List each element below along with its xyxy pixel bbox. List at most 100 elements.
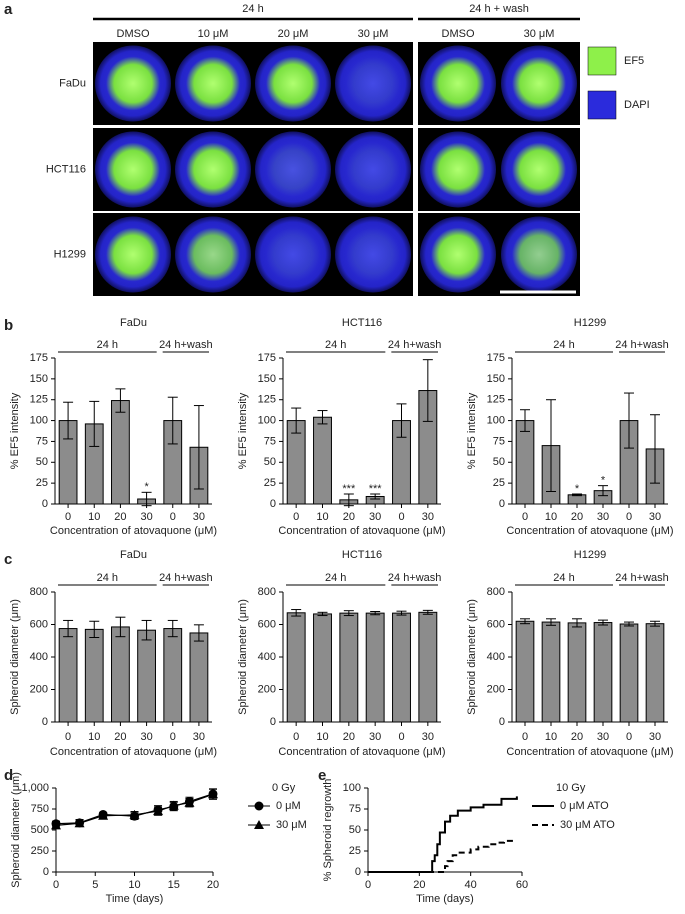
panel-letter: a bbox=[4, 1, 13, 18]
data-point bbox=[74, 818, 85, 828]
x-tick-label: 30 bbox=[422, 731, 434, 743]
bar bbox=[593, 622, 613, 723]
hypoxic-core bbox=[431, 142, 485, 197]
y-axis-label: Spheroid diameter (μm) bbox=[237, 599, 249, 715]
panel-letter: b bbox=[4, 317, 13, 334]
y-tick-label: 175 bbox=[258, 352, 276, 364]
y-tick-label: 600 bbox=[258, 618, 276, 630]
y-tick-label: 200 bbox=[487, 683, 505, 695]
hypoxic-core bbox=[186, 56, 240, 111]
x-tick-label: 10 bbox=[545, 731, 557, 743]
y-tick-label: 50 bbox=[349, 824, 361, 836]
bar bbox=[111, 400, 130, 505]
y-tick-label: 50 bbox=[264, 456, 276, 468]
panel-letter: d bbox=[4, 767, 13, 784]
column-label: DMSO bbox=[442, 28, 475, 40]
hypoxic-core bbox=[346, 227, 400, 282]
data-point bbox=[184, 797, 195, 807]
bar bbox=[515, 420, 535, 505]
series-line bbox=[368, 839, 516, 873]
group-label: 24 h+wash bbox=[159, 339, 213, 351]
x-axis-label: Concentration of atovaquone (μM) bbox=[506, 746, 673, 758]
x-tick-label: 20 bbox=[413, 879, 425, 891]
row-label: HCT116 bbox=[46, 163, 86, 175]
legend-swatch bbox=[587, 90, 617, 120]
x-tick-label: 5 bbox=[92, 879, 98, 891]
y-tick-label: 800 bbox=[258, 586, 276, 598]
group-label: 24 h bbox=[325, 339, 346, 351]
y-tick-label: 1,000 bbox=[21, 782, 49, 794]
y-tick-label: 125 bbox=[30, 394, 48, 406]
group-label: 24 h bbox=[325, 572, 346, 584]
bar bbox=[567, 494, 587, 505]
group-label: 24 h bbox=[553, 572, 574, 584]
significance: * bbox=[575, 483, 580, 495]
bar bbox=[58, 628, 78, 723]
x-tick-label: 10 bbox=[128, 879, 140, 891]
x-tick-label: 30 bbox=[422, 511, 434, 523]
chart-title: FaDu bbox=[120, 317, 147, 329]
x-tick-label: 0 bbox=[522, 731, 528, 743]
row-label: FaDu bbox=[59, 77, 86, 89]
x-tick-label: 0 bbox=[65, 731, 71, 743]
y-tick-label: 100 bbox=[343, 782, 361, 794]
x-tick-label: 30 bbox=[140, 731, 152, 743]
significance: * bbox=[601, 475, 606, 487]
data-point bbox=[129, 809, 140, 819]
bar bbox=[567, 622, 587, 723]
hypoxic-core bbox=[346, 142, 400, 197]
hypoxic-core bbox=[266, 56, 320, 111]
bar bbox=[339, 612, 359, 723]
hypoxic-core bbox=[106, 227, 160, 282]
significance: *** bbox=[342, 483, 356, 495]
y-tick-label: 25 bbox=[36, 477, 48, 489]
x-axis-label: Concentration of atovaquone (μM) bbox=[278, 746, 445, 758]
x-axis-label: Concentration of atovaquone (μM) bbox=[50, 525, 217, 537]
x-tick-label: 20 bbox=[571, 511, 583, 523]
column-label: 10 μM bbox=[198, 28, 229, 40]
hypoxic-core bbox=[431, 227, 485, 282]
bar bbox=[392, 612, 411, 723]
y-tick-label: 150 bbox=[258, 373, 276, 385]
data-point bbox=[98, 810, 109, 820]
y-tick-label: 800 bbox=[30, 586, 48, 598]
x-tick-label: 0 bbox=[365, 879, 371, 891]
x-tick-label: 0 bbox=[53, 879, 59, 891]
y-axis-label: Spheroid diameter (μm) bbox=[10, 772, 22, 888]
x-tick-label: 20 bbox=[114, 731, 126, 743]
group-label: 24 h bbox=[242, 3, 263, 15]
x-tick-label: 10 bbox=[88, 511, 100, 523]
y-tick-label: 800 bbox=[487, 586, 505, 598]
bar bbox=[286, 612, 306, 723]
y-tick-label: 0 bbox=[499, 716, 505, 728]
x-axis-label: Time (days) bbox=[416, 893, 474, 905]
data-point bbox=[153, 806, 164, 816]
y-tick-label: 25 bbox=[493, 477, 505, 489]
y-tick-label: 0 bbox=[355, 866, 361, 878]
x-tick-label: 10 bbox=[316, 731, 328, 743]
x-tick-label: 10 bbox=[545, 511, 557, 523]
panel-letter: e bbox=[318, 767, 326, 784]
x-tick-label: 0 bbox=[398, 511, 404, 523]
legend-marker bbox=[254, 801, 264, 811]
bar bbox=[418, 611, 438, 723]
y-tick-label: 75 bbox=[36, 435, 48, 447]
legend-label: DAPI bbox=[624, 99, 650, 111]
bar bbox=[163, 628, 183, 723]
group-label: 24 h+wash bbox=[615, 339, 669, 351]
bar bbox=[313, 613, 332, 723]
bar bbox=[365, 612, 385, 723]
panel-letter: c bbox=[4, 551, 12, 568]
x-tick-label: 0 bbox=[626, 731, 632, 743]
x-tick-label: 40 bbox=[465, 879, 477, 891]
chart-title: HCT116 bbox=[342, 317, 382, 329]
hypoxic-core bbox=[186, 227, 240, 282]
hypoxic-core bbox=[512, 56, 566, 111]
data-point bbox=[168, 800, 179, 810]
hypoxic-core bbox=[106, 56, 160, 111]
significance: *** bbox=[369, 483, 383, 495]
chart-title: FaDu bbox=[120, 549, 147, 561]
x-tick-label: 30 bbox=[649, 731, 661, 743]
y-tick-label: 75 bbox=[493, 435, 505, 447]
bar bbox=[313, 416, 332, 505]
